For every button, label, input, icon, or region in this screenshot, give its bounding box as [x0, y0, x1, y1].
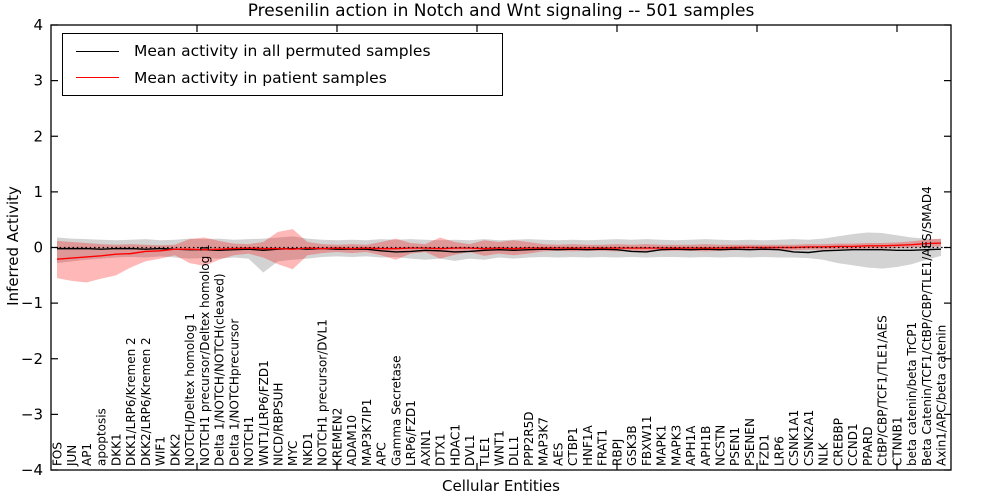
svg-text:MAPK3: MAPK3	[669, 425, 683, 466]
svg-text:CSNK1A1: CSNK1A1	[787, 410, 801, 466]
svg-text:−4: −4	[21, 461, 43, 479]
svg-text:WNT1: WNT1	[493, 430, 507, 466]
svg-text:CSNK2A1: CSNK2A1	[802, 410, 816, 466]
svg-text:PPARD: PPARD	[861, 427, 875, 467]
svg-text:GSK3B: GSK3B	[625, 425, 639, 466]
svg-text:DTX1: DTX1	[434, 434, 448, 466]
svg-text:LRP6: LRP6	[772, 436, 786, 466]
svg-text:MAP3K7: MAP3K7	[537, 417, 551, 466]
svg-text:CTBP1: CTBP1	[566, 427, 580, 466]
svg-text:TLE1: TLE1	[478, 437, 492, 467]
svg-text:AP1: AP1	[80, 443, 94, 466]
svg-text:DKK1/LRP6/Kremen 2: DKK1/LRP6/Kremen 2	[124, 337, 138, 466]
legend-line-permuted-icon	[76, 50, 119, 52]
svg-text:Gamma Secretase: Gamma Secretase	[389, 355, 403, 466]
svg-text:NCSTN: NCSTN	[714, 425, 728, 466]
legend-label-permuted: Mean activity in all permuted samples	[134, 42, 431, 61]
svg-text:LRP6/FZD1: LRP6/FZD1	[404, 400, 418, 466]
svg-text:Delta 1/NOTCHprecursor: Delta 1/NOTCHprecursor	[227, 319, 241, 466]
svg-text:KREMEN2: KREMEN2	[330, 408, 344, 466]
svg-text:FRAT1: FRAT1	[596, 429, 610, 466]
svg-text:DKK1: DKK1	[109, 433, 123, 466]
svg-text:NICD/RBPSUH: NICD/RBPSUH	[272, 383, 286, 466]
legend-item-permuted: Mean activity in all permuted samples	[76, 42, 502, 60]
svg-text:HDAC1: HDAC1	[448, 424, 462, 466]
legend-item-patient: Mean activity in patient samples	[76, 69, 502, 87]
svg-text:NOTCH1 precursor/DVL1: NOTCH1 precursor/DVL1	[316, 319, 330, 466]
svg-text:beta catenin/beta TrCP1: beta catenin/beta TrCP1	[905, 322, 919, 466]
svg-text:NOTCH1: NOTCH1	[242, 416, 256, 466]
svg-text:2: 2	[33, 127, 43, 145]
svg-text:CCND1: CCND1	[846, 423, 860, 466]
svg-text:FOS: FOS	[51, 442, 65, 466]
svg-text:apoptosis: apoptosis	[95, 408, 109, 466]
svg-text:DVL1: DVL1	[463, 434, 477, 466]
svg-text:APC: APC	[375, 442, 389, 466]
svg-text:4: 4	[33, 16, 43, 34]
svg-text:AES: AES	[551, 443, 565, 466]
svg-text:WIF1: WIF1	[154, 436, 168, 466]
legend-label-patient: Mean activity in patient samples	[134, 68, 387, 87]
svg-text:Beta Catenin/TCF1/CtBP/CBP/TLE: Beta Catenin/TCF1/CtBP/CBP/TLE1/AES/SMAD…	[920, 186, 934, 466]
svg-text:JUN: JUN	[65, 445, 79, 467]
svg-text:DKK2/LRP6/Kremen 2: DKK2/LRP6/Kremen 2	[139, 337, 153, 466]
chart-title: Presenilin action in Notch and Wnt signa…	[247, 1, 755, 21]
svg-text:FZD1: FZD1	[758, 434, 772, 466]
svg-text:CTNNB1: CTNNB1	[890, 416, 904, 466]
svg-text:NOTCH1 precursor/Deltex homolo: NOTCH1 precursor/Deltex homolog 1	[198, 244, 212, 466]
svg-text:FBXW11: FBXW11	[640, 416, 654, 467]
svg-text:DKK2: DKK2	[168, 433, 182, 466]
svg-text:−2: −2	[21, 350, 43, 368]
svg-text:CtBP/CBP/TCF1/TLE1/AES: CtBP/CBP/TCF1/TLE1/AES	[876, 315, 890, 466]
svg-text:1: 1	[33, 183, 43, 201]
svg-text:Axin1/APC/beta catenin: Axin1/APC/beta catenin	[935, 325, 949, 466]
svg-text:WNT1/LRP6/FZD1: WNT1/LRP6/FZD1	[257, 360, 271, 466]
svg-text:ADAM10: ADAM10	[345, 415, 359, 466]
svg-text:PSEN1: PSEN1	[728, 427, 742, 466]
svg-text:PSENEN: PSENEN	[743, 418, 757, 466]
svg-text:−1: −1	[21, 294, 43, 312]
svg-text:APH1B: APH1B	[699, 426, 713, 466]
legend: Mean activity in all permuted samples Me…	[62, 33, 503, 96]
svg-text:Delta 1/NOTCH/NOTCH(cleaved): Delta 1/NOTCH/NOTCH(cleaved)	[213, 273, 227, 466]
svg-text:3: 3	[33, 72, 43, 90]
svg-text:AXIN1: AXIN1	[419, 429, 433, 466]
x-axis-label: Cellular Entities	[442, 477, 560, 495]
svg-text:−3: −3	[21, 405, 43, 423]
svg-text:DLL1: DLL1	[507, 436, 521, 466]
svg-text:CREBBP: CREBBP	[831, 418, 845, 466]
svg-text:RBPJ: RBPJ	[610, 439, 624, 466]
svg-text:APH1A: APH1A	[684, 425, 698, 466]
y-axis-label: Inferred Activity	[4, 186, 22, 306]
legend-line-patient-icon	[76, 77, 119, 79]
svg-text:NOTCH/Deltex homolog 1: NOTCH/Deltex homolog 1	[183, 313, 197, 466]
svg-text:MYC: MYC	[286, 441, 300, 466]
svg-text:0: 0	[33, 239, 43, 257]
svg-text:MAP3K7IP1: MAP3K7IP1	[360, 399, 374, 466]
svg-text:NLK: NLK	[817, 441, 831, 466]
svg-text:PPP2R5D: PPP2R5D	[522, 411, 536, 466]
svg-text:HNF1A: HNF1A	[581, 424, 595, 466]
svg-text:NKD1: NKD1	[301, 432, 315, 466]
svg-text:MAPK1: MAPK1	[655, 425, 669, 466]
